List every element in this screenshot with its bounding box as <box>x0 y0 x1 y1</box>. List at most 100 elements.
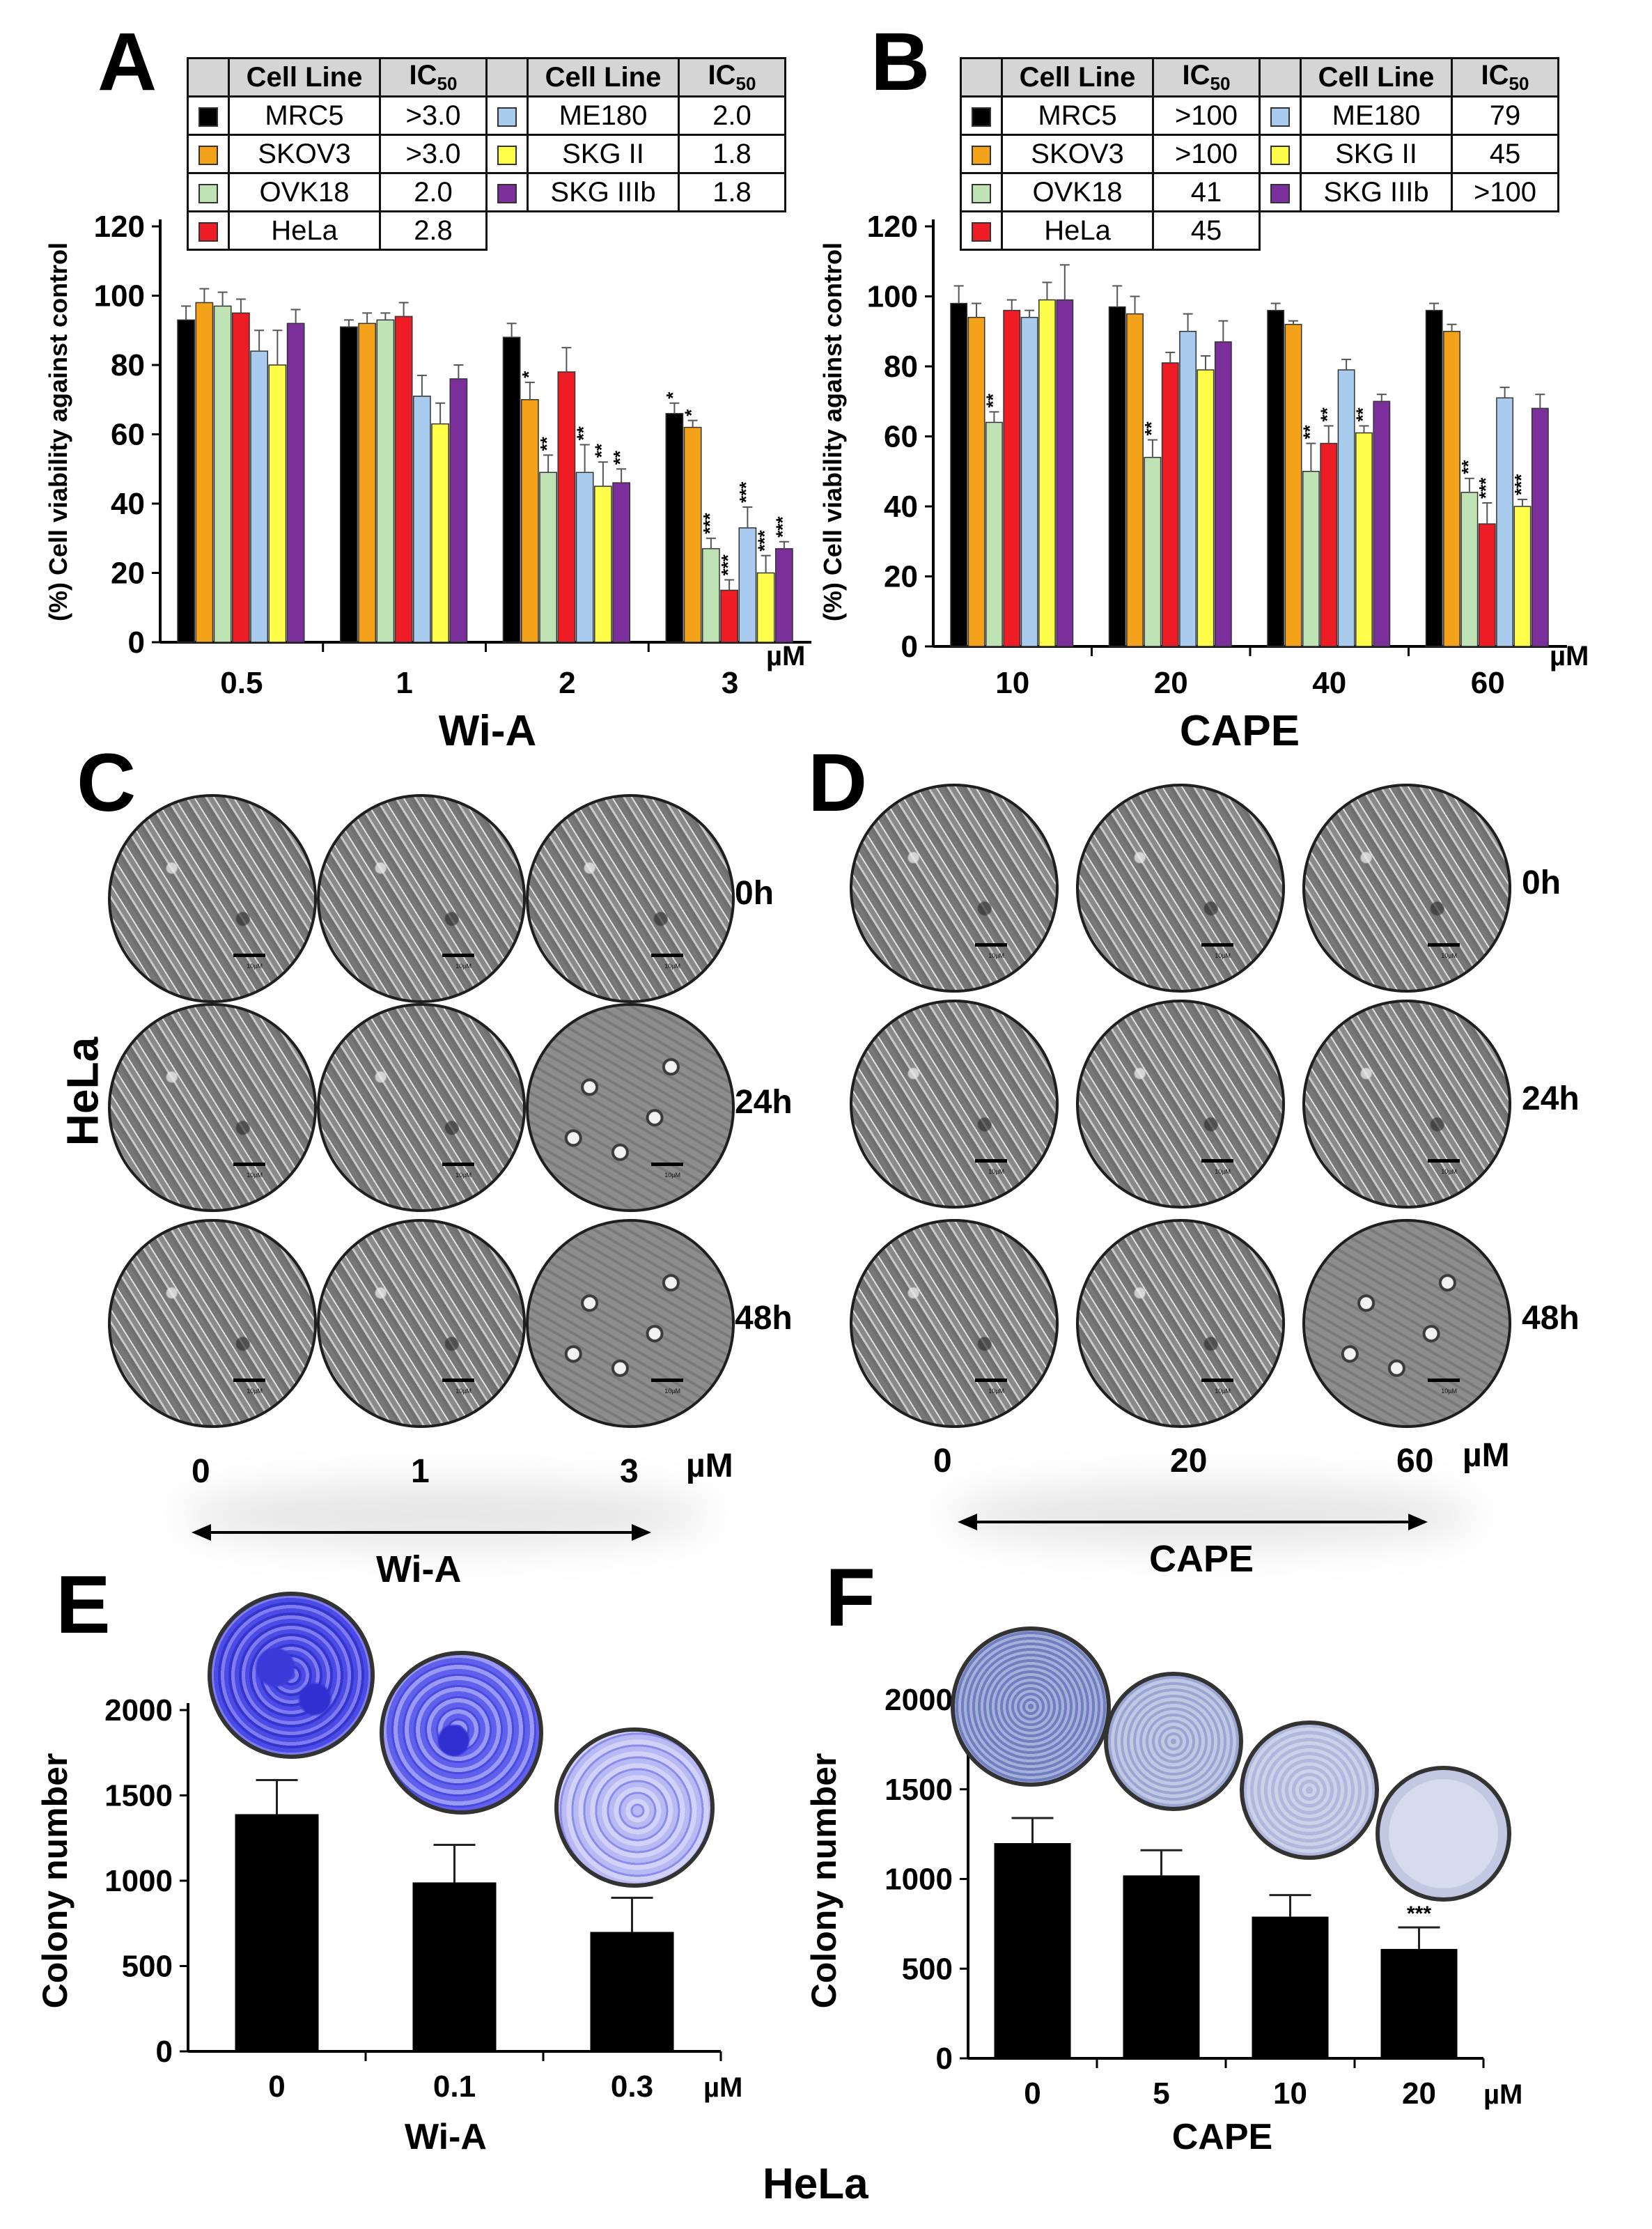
micrograph: 10µM <box>526 1219 735 1428</box>
bar <box>1144 456 1162 647</box>
bar <box>1123 1875 1200 2058</box>
dose-label: 1 <box>411 1453 430 1490</box>
significance-marker: *** <box>1511 474 1532 495</box>
bar <box>1478 523 1496 647</box>
x-tick-label: 10 <box>995 666 1029 700</box>
cell-line-name: ME180 <box>527 95 680 136</box>
x-tick-label: 3 <box>722 666 738 700</box>
bar <box>502 336 521 643</box>
ic50-value: 45 <box>1152 210 1261 251</box>
cell-line-header: Cell Line <box>1001 57 1154 98</box>
y-tick-label: 20 <box>884 560 918 594</box>
scale-bar <box>1428 1378 1460 1382</box>
unit-label: µM <box>703 2072 742 2103</box>
ic50-value: >100 <box>1451 172 1559 212</box>
time-label: 24h <box>1522 1080 1580 1117</box>
color-swatch <box>497 145 517 165</box>
figure-bottom-label: HeLa <box>763 2160 868 2208</box>
color-swatch <box>1270 145 1290 165</box>
bar <box>213 305 232 643</box>
x-tick-label: 0 <box>268 2069 285 2104</box>
swatch-header <box>960 57 1003 98</box>
y-tick-label: 120 <box>867 210 918 244</box>
time-label: 48h <box>1522 1300 1580 1337</box>
unit-label: µM <box>766 641 805 671</box>
x-tick-label: 1 <box>396 666 412 700</box>
plate-shadow <box>181 1484 710 1546</box>
time-label: 24h <box>735 1084 793 1121</box>
arrow-head-left <box>192 1524 211 1541</box>
scale-bar-text: 10µM <box>988 1168 1004 1175</box>
y-tick-label: 2000 <box>885 1683 953 1717</box>
ic50-value: >100 <box>1152 134 1261 174</box>
bar <box>594 486 612 643</box>
bar <box>612 482 630 643</box>
ic50-header: IC50 <box>379 57 488 98</box>
x-tick-label: 40 <box>1312 666 1346 700</box>
y-axis-label: (%) Cell viability against control <box>44 242 72 621</box>
scale-bar <box>1201 1159 1233 1163</box>
micrograph: 10µM <box>317 794 526 1003</box>
legend-swatch <box>485 172 529 212</box>
cell-line-header: Cell Line <box>228 57 381 98</box>
significance-marker: ** <box>1458 460 1479 474</box>
bar <box>1355 432 1373 647</box>
plate-shadow <box>947 1484 1476 1546</box>
cell-line-name: HeLa <box>1001 210 1154 251</box>
bar <box>967 316 985 647</box>
dose-label: 3 <box>620 1453 639 1490</box>
micrograph: 10µM <box>850 1000 1059 1209</box>
bar <box>268 364 287 643</box>
legend-swatch <box>187 172 230 212</box>
unit-label: µM <box>1463 1437 1510 1474</box>
y-tick-label: 20 <box>111 557 145 591</box>
unit-label: µM <box>1483 2079 1522 2110</box>
x-tick-label: 0.3 <box>611 2069 653 2104</box>
scale-bar <box>975 1378 1007 1382</box>
panel-letter-c: C <box>77 737 137 829</box>
x-tick-label: 0 <box>1024 2076 1041 2111</box>
bar <box>756 572 775 643</box>
dose-label: 60 <box>1396 1443 1434 1479</box>
drug-label: CAPE <box>1149 1538 1254 1580</box>
bar <box>950 302 968 647</box>
ic50-header: IC50 <box>1451 57 1559 98</box>
scale-bar-text: 10µM <box>455 963 472 970</box>
table-row: HeLa 2.8 <box>187 210 786 251</box>
swatch-header <box>187 57 230 98</box>
scale-bar-text: 10µM <box>664 963 680 970</box>
cell-line-header: Cell Line <box>1300 57 1453 98</box>
bar <box>235 1814 319 2051</box>
arrow-head-left <box>958 1514 977 1530</box>
scale-bar-text: 10µM <box>988 952 1004 959</box>
scale-bar <box>233 1378 265 1382</box>
scale-bar <box>651 954 683 957</box>
significance-marker: *** <box>717 554 738 575</box>
arrow-head-right <box>632 1524 651 1541</box>
x-tick-label: 0.1 <box>433 2069 476 2104</box>
y-axis-label: Colony number <box>804 1753 843 2009</box>
cell-line-name: SKG IIIb <box>1300 172 1453 212</box>
significance-marker: *** <box>772 515 793 537</box>
bar <box>232 312 250 643</box>
scale-bar <box>442 954 474 957</box>
scale-bar <box>233 1163 265 1166</box>
y-tick-label: 0 <box>901 630 918 664</box>
panel-letter-e: E <box>56 1559 111 1651</box>
significance-marker: *** <box>1407 1902 1431 1925</box>
color-swatch <box>497 183 517 203</box>
bar <box>431 423 449 643</box>
scale-bar <box>1201 1378 1233 1382</box>
scale-bar <box>1201 943 1233 947</box>
micrograph: 10µM <box>526 1003 735 1212</box>
panel-letter-f: F <box>825 1552 876 1644</box>
y-tick-label: 40 <box>884 490 918 524</box>
table-row: OVK18 41 SKG IIIb >100 <box>960 172 1559 212</box>
micrograph: 10µM <box>1076 1000 1285 1209</box>
color-swatch <box>497 107 517 127</box>
color-swatch <box>1270 183 1290 203</box>
legend-swatch <box>960 134 1003 174</box>
cell-line-name: SKG IIIb <box>527 172 680 212</box>
significance-marker: *** <box>735 481 756 503</box>
